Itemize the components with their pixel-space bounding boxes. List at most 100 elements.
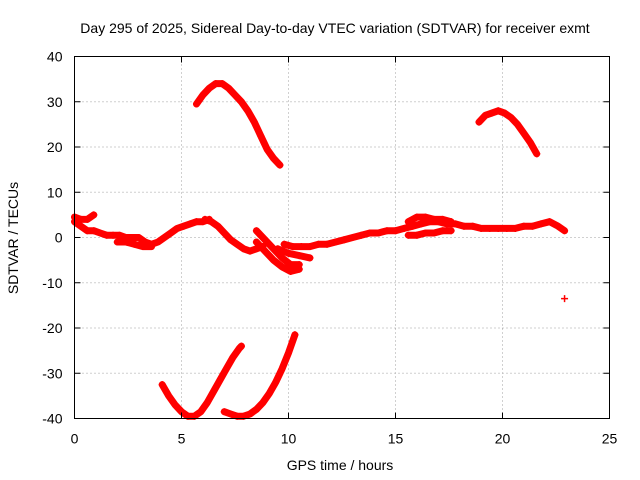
axis-ticks: [74, 56, 610, 419]
series-trace: [475, 107, 541, 158]
data-point: [404, 231, 412, 239]
y-axis-label: SDTVAR / TECUs: [5, 182, 21, 294]
y-tick-label: 20: [47, 139, 63, 155]
data-point: [404, 218, 412, 226]
data-point: [109, 231, 117, 239]
data-point: [494, 224, 502, 232]
data-point: [261, 236, 269, 244]
data-point: [357, 231, 365, 239]
data-point: [246, 247, 254, 255]
data-point: [265, 390, 273, 398]
data-point: [439, 227, 447, 235]
data-point: [287, 267, 295, 275]
data-point: [400, 224, 408, 232]
data-point: [374, 229, 382, 237]
y-tick-label: -10: [42, 275, 62, 291]
series-arc-low-2: [220, 331, 299, 420]
data-point: [167, 229, 175, 237]
data-point: [488, 109, 496, 117]
data-point: [173, 224, 181, 232]
data-point: [278, 365, 286, 373]
data-point: [90, 211, 98, 219]
data-point: [537, 220, 545, 228]
data-point: [513, 120, 521, 128]
data-point: [280, 240, 288, 248]
data-point: [554, 222, 562, 230]
data-point: [526, 138, 534, 146]
data-series: [71, 80, 569, 420]
data-point: [546, 218, 554, 226]
data-point: [430, 215, 438, 223]
data-point: [409, 222, 417, 230]
data-point: [220, 229, 228, 237]
data-point: [205, 84, 213, 92]
data-point: [210, 387, 218, 395]
data-point: [289, 243, 297, 251]
data-point: [383, 227, 391, 235]
data-point: [139, 243, 147, 251]
series-trace: [280, 218, 569, 251]
data-point: [278, 254, 286, 262]
data-point: [96, 229, 104, 237]
data-point: [113, 238, 121, 246]
data-point: [227, 236, 235, 244]
data-point: [285, 249, 292, 257]
data-point: [250, 118, 258, 126]
data-point: [469, 222, 477, 230]
series-arc-late-lower: [404, 227, 455, 239]
data-point: [430, 229, 438, 237]
data-point: [229, 353, 237, 361]
data-point: [306, 254, 314, 262]
data-point: [295, 252, 303, 260]
data-point: [297, 243, 305, 251]
data-point: [186, 220, 194, 228]
data-point: [83, 227, 91, 235]
grid-lines: [74, 56, 610, 419]
series-trace: [158, 342, 245, 420]
series-arc-main-late: [280, 218, 569, 251]
data-point: [83, 215, 91, 223]
x-tick-label: 5: [178, 431, 186, 447]
data-point: [212, 80, 220, 88]
y-tick-label: -20: [42, 320, 62, 336]
data-point: [244, 107, 252, 115]
data-point: [340, 236, 348, 244]
data-point: [287, 261, 295, 269]
data-point: [237, 342, 245, 350]
series-trace: [220, 331, 299, 420]
series-trace: [193, 80, 284, 169]
data-point: [295, 265, 303, 273]
data-point: [511, 224, 519, 232]
y-tick-label: -30: [42, 365, 62, 381]
data-point: [447, 227, 455, 235]
data-point: [332, 238, 340, 246]
data-point: [520, 222, 528, 230]
series-arc-dip-c: [252, 238, 303, 275]
data-point: [103, 231, 111, 239]
data-point: [291, 331, 299, 339]
x-axis-label: GPS time / hours: [287, 457, 394, 473]
x-tick-label: 20: [495, 431, 511, 447]
data-point: [128, 234, 136, 241]
data-point: [421, 213, 429, 221]
data-point: [197, 408, 205, 416]
data-point: [263, 145, 271, 153]
data-point: [216, 376, 224, 384]
data-point: [225, 84, 233, 92]
data-point: [417, 220, 425, 228]
data-point: [413, 231, 421, 239]
data-point: [520, 129, 528, 137]
data-point: [447, 218, 455, 226]
x-tick-label: 10: [281, 431, 297, 447]
data-point: [276, 161, 284, 169]
x-tick-label: 25: [602, 431, 618, 447]
data-point: [252, 238, 260, 246]
data-point: [274, 245, 282, 253]
data-point: [481, 111, 489, 119]
data-point: [135, 234, 143, 241]
y-tick-label: 0: [55, 230, 63, 246]
data-point: [154, 238, 162, 246]
series-trace: [71, 215, 213, 248]
x-tick-label: 15: [388, 431, 404, 447]
series-trace: [274, 245, 314, 262]
